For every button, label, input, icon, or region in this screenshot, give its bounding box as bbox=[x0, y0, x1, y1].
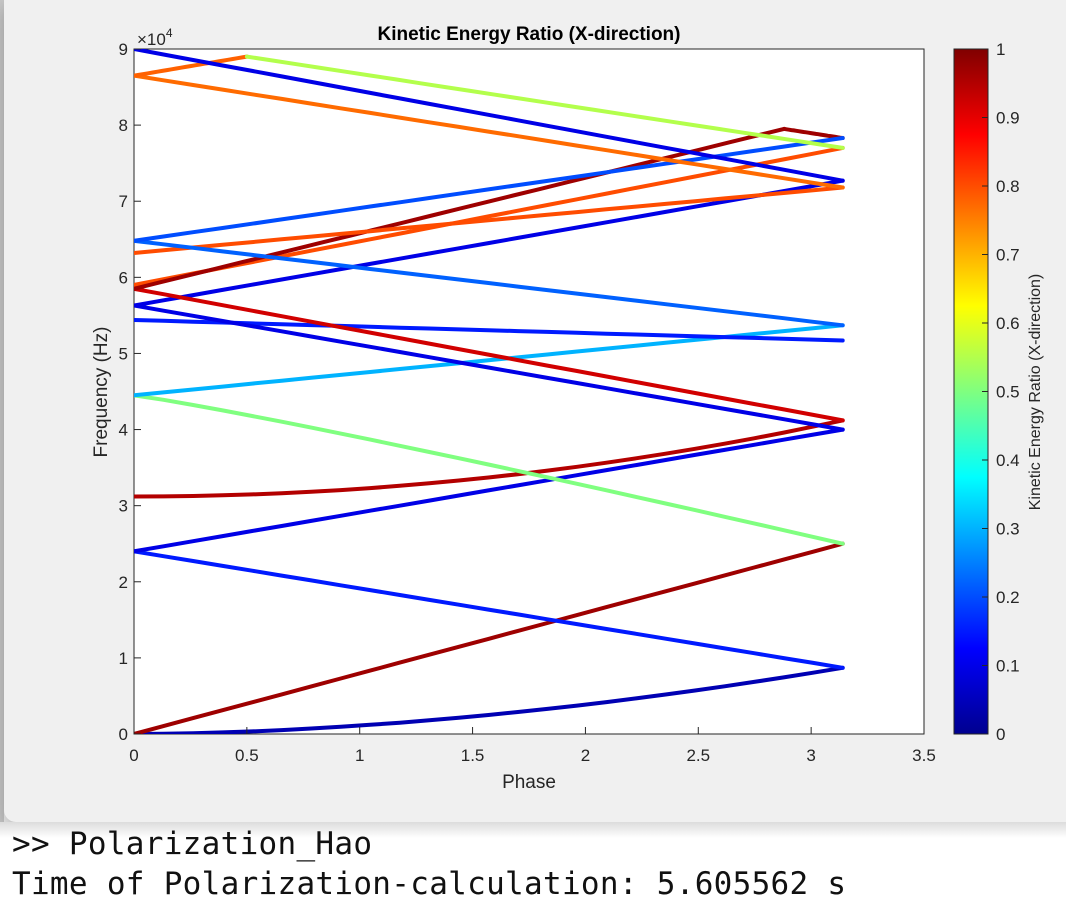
colorbar-tick-label: 0.1 bbox=[996, 657, 1020, 676]
x-tick-label: 2 bbox=[581, 746, 590, 765]
series-16 bbox=[134, 136, 845, 243]
series-14 bbox=[134, 185, 845, 255]
colorbar-axis: 0 0.1 0.2 0.3 0.4 0.5 0.6 0.7 0.8 0.9 1 bbox=[982, 40, 1020, 744]
y-tick-label: 2 bbox=[119, 573, 128, 592]
series-6-line bbox=[134, 393, 845, 546]
left-window-edge bbox=[0, 0, 4, 822]
series-19 bbox=[134, 49, 845, 183]
series-2 bbox=[134, 541, 845, 734]
y-tick-label: 5 bbox=[119, 344, 128, 363]
colorbar-tick-label: 0.3 bbox=[996, 520, 1020, 539]
series-17-line bbox=[134, 73, 845, 190]
series-13 bbox=[134, 126, 845, 291]
series-19-line bbox=[134, 49, 845, 183]
series-1 bbox=[134, 665, 845, 734]
series-13-line bbox=[134, 126, 787, 291]
series-15 bbox=[134, 238, 845, 328]
y-tick-label: 7 bbox=[119, 192, 128, 211]
figure-window: Kinetic Energy Ratio (X-direction) ×104 … bbox=[4, 0, 1066, 822]
colorbar-tick-label: 1 bbox=[996, 40, 1005, 59]
x-axis: 0 0.5 1 1.5 2 2.5 3 3.5 bbox=[129, 727, 936, 765]
series-18-line bbox=[134, 54, 249, 78]
series-11 bbox=[134, 286, 845, 423]
series-6 bbox=[134, 393, 845, 546]
series-18-line bbox=[244, 54, 845, 150]
series-17 bbox=[134, 73, 845, 190]
x-tick-label: 2.5 bbox=[686, 746, 710, 765]
series-10-line bbox=[134, 178, 845, 308]
colorbar-tick-label: 0.9 bbox=[996, 109, 1020, 128]
series-15-line bbox=[134, 238, 845, 328]
series-5-line bbox=[134, 418, 845, 499]
console-output-line: Time of Polarization-calculation: 5.6055… bbox=[12, 866, 847, 902]
x-axis-label: Phase bbox=[502, 772, 556, 793]
series-9 bbox=[134, 303, 845, 432]
series-13-line bbox=[782, 126, 845, 140]
series-2-line bbox=[134, 541, 845, 734]
colorbar-tick-label: 0.5 bbox=[996, 383, 1020, 402]
figure-canvas[interactable]: Kinetic Energy Ratio (X-direction) ×104 … bbox=[4, 0, 1066, 822]
y-tick-label: 9 bbox=[119, 40, 128, 59]
y-axis: 0 1 2 3 4 5 6 7 8 9 bbox=[119, 40, 141, 744]
series-16-line bbox=[134, 136, 845, 243]
series-3 bbox=[134, 549, 845, 670]
series-10 bbox=[134, 178, 845, 308]
x-tick-label: 1.5 bbox=[461, 746, 485, 765]
y-tick-label: 1 bbox=[119, 649, 128, 668]
x-tick-label: 0 bbox=[129, 746, 138, 765]
series-1-line bbox=[134, 665, 845, 734]
y-tick-label: 3 bbox=[119, 497, 128, 516]
y-tick-label: 4 bbox=[119, 421, 128, 440]
y-exponent-label: ×104 bbox=[137, 26, 173, 49]
x-tick-label: 0.5 bbox=[235, 746, 259, 765]
series-8-line bbox=[134, 318, 845, 343]
colorbar-label: Kinetic Energy Ratio (X-direction) bbox=[1027, 274, 1044, 511]
console-command-line: >> Polarization_Hao bbox=[12, 826, 373, 862]
colorbar-tick-label: 0.6 bbox=[996, 314, 1020, 333]
series-4 bbox=[134, 427, 845, 554]
x-tick-label: 1 bbox=[355, 746, 364, 765]
x-tick-label: 3 bbox=[806, 746, 815, 765]
y-tick-label: 6 bbox=[119, 268, 128, 287]
series-18 bbox=[134, 54, 845, 150]
colorbar-tick-label: 0.8 bbox=[996, 177, 1020, 196]
plot-axes[interactable] bbox=[133, 48, 925, 735]
series-layer bbox=[134, 49, 845, 734]
colorbar-tick-label: 0.7 bbox=[996, 246, 1020, 265]
series-3-line bbox=[134, 549, 845, 670]
colorbar-tick-label: 0.4 bbox=[996, 451, 1020, 470]
chart-title: Kinetic Energy Ratio (X-direction) bbox=[378, 24, 681, 45]
series-8 bbox=[134, 318, 845, 343]
command-window[interactable]: >> Polarization_Hao Time of Polarization… bbox=[0, 822, 1066, 912]
y-tick-label: 0 bbox=[119, 725, 128, 744]
series-11-line bbox=[134, 286, 845, 423]
series-5 bbox=[134, 418, 845, 499]
series-9-line bbox=[134, 303, 845, 432]
y-axis-label: Frequency (Hz) bbox=[91, 327, 112, 458]
x-tick-label: 3.5 bbox=[912, 746, 936, 765]
colorbar-tick-label: 0 bbox=[996, 725, 1005, 744]
y-tick-label: 8 bbox=[119, 116, 128, 135]
colorbar-tick-label: 0.2 bbox=[996, 588, 1020, 607]
series-14-line bbox=[134, 185, 845, 255]
series-4-line bbox=[134, 427, 845, 554]
